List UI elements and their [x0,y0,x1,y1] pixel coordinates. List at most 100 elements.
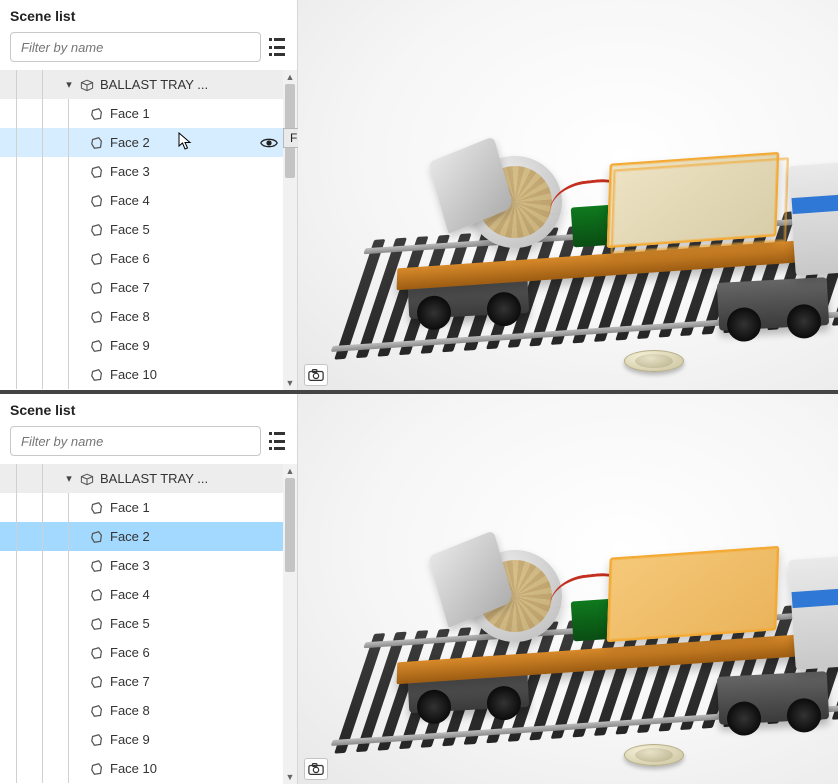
face-icon [88,501,106,515]
scroll-thumb[interactable] [285,478,295,572]
face-icon [88,194,106,208]
app-pane: Scene list ▾ BALLAST TRAY ... Face 1 Face 2 F… [0,394,838,784]
scroll-down-icon[interactable]: ▼ [283,376,297,390]
detail-list-icon[interactable] [269,38,287,56]
face-icon [88,733,106,747]
bogie-right [717,671,829,725]
tree-face-label: Face 8 [110,309,150,324]
tree-face-label: Face 10 [110,367,157,382]
filter-row [0,28,297,70]
screenshot-button[interactable] [304,758,328,780]
tree-face-row[interactable]: Face 2 [0,522,297,551]
face-icon [88,588,106,602]
mouse-cursor-icon [178,132,192,150]
chevron-down-icon[interactable]: ▾ [62,472,76,485]
face-icon [88,310,106,324]
face-icon [88,617,106,631]
tree-face-row[interactable]: Face 1 [0,99,297,128]
part-icon [78,472,96,486]
adjacent-car-stripe [792,194,838,214]
tree-face-row[interactable]: Face 3 [0,157,297,186]
tree-parent-row[interactable]: ▾ BALLAST TRAY ... [0,70,297,99]
tree-face-row[interactable]: Face 5 [0,609,297,638]
ballast-tray[interactable] [607,152,780,248]
adjacent-car-stripe [792,588,838,608]
tree-face-label: Face 5 [110,616,150,631]
filter-input[interactable] [10,426,261,456]
tree-face-label: Face 6 [110,251,150,266]
face-icon [88,675,106,689]
part-icon [78,78,96,92]
scroll-up-icon[interactable]: ▲ [283,464,297,478]
tree-face-row[interactable]: Face 4 [0,580,297,609]
scale-coin [624,744,684,766]
tree-face-label: Face 3 [110,558,150,573]
tree-face-row[interactable]: Face 5 [0,215,297,244]
tree-face-label: Face 9 [110,732,150,747]
face-icon [88,281,106,295]
face-icon [88,252,106,266]
face-icon [88,165,106,179]
tree-parent-label: BALLAST TRAY ... [100,77,208,92]
tree-face-label: Face 5 [110,222,150,237]
tree-face-row[interactable]: Face 7 [0,667,297,696]
filter-input[interactable] [10,32,261,62]
face-icon [88,704,106,718]
tree-scroll[interactable]: ▾ BALLAST TRAY ... Face 1 Face 2 Face 3 Face … [0,70,297,390]
scroll-up-icon[interactable]: ▲ [283,70,297,84]
sidebar-title: Scene list [0,0,297,28]
tree-face-label: Face 7 [110,674,150,689]
tree-scrollbar[interactable]: ▲▼ [283,70,297,390]
tree-scrollbar[interactable]: ▲▼ [283,464,297,784]
visibility-eye-icon[interactable] [259,136,279,150]
scene-sidebar: Scene list ▾ BALLAST TRAY ... Face 1 Face 2 F… [0,394,298,784]
tree-face-label: Face 3 [110,164,150,179]
screenshot-button[interactable] [304,364,328,386]
face-icon [88,559,106,573]
tree-face-label: Face 2 [110,135,150,150]
scroll-down-icon[interactable]: ▼ [283,770,297,784]
ballast-tray[interactable] [607,546,780,642]
viewport-3d[interactable] [298,0,838,390]
adjacent-car [788,162,838,276]
face-icon [88,530,106,544]
tree-face-row[interactable]: Face 3 [0,551,297,580]
tree-face-row[interactable]: Face 8 [0,696,297,725]
tree-face-row[interactable]: Face 4 [0,186,297,215]
tree-face-row[interactable]: Face 7 [0,273,297,302]
sidebar-title: Scene list [0,394,297,422]
viewport-3d[interactable] [298,394,838,784]
tree-parent-row[interactable]: ▾ BALLAST TRAY ... [0,464,297,493]
scene-sidebar: Scene list ▾ BALLAST TRAY ... Face 1 Face 2 F… [0,0,298,390]
tree-face-label: Face 4 [110,587,150,602]
tree-face-row[interactable]: Face 6 [0,638,297,667]
tree-face-row[interactable]: Face 9 [0,331,297,360]
tree-face-label: Face 1 [110,500,150,515]
face-icon [88,646,106,660]
tree-face-row[interactable]: Face 9 [0,725,297,754]
tree-face-label: Face 9 [110,338,150,353]
tree-face-row[interactable]: Face 10 [0,360,297,389]
tree-face-row[interactable]: Face 6 [0,244,297,273]
app-pane: Scene list ▾ BALLAST TRAY ... Face 1 Face 2 F… [0,0,838,390]
bogie-right [717,277,829,331]
tree-face-row[interactable]: Face 8 [0,302,297,331]
chevron-down-icon[interactable]: ▾ [62,78,76,91]
tree-face-label: Face 1 [110,106,150,121]
detail-list-icon[interactable] [269,432,287,450]
tree-face-row[interactable]: Face 2 [0,128,297,157]
tree-scroll[interactable]: ▾ BALLAST TRAY ... Face 1 Face 2 Face 3 Face … [0,464,297,784]
face-icon [88,107,106,121]
tree-container: ▾ BALLAST TRAY ... Face 1 Face 2 Face 3 Face … [0,70,297,390]
scene-3d [298,394,838,784]
tree-face-row[interactable]: Face 1 [0,493,297,522]
face-icon [88,762,106,776]
tree-parent-label: BALLAST TRAY ... [100,471,208,486]
tree-face-label: Face 8 [110,703,150,718]
filter-row [0,422,297,464]
adjacent-car [788,556,838,670]
scale-coin [624,350,684,372]
tree-face-row[interactable]: Face 10 [0,754,297,783]
scroll-thumb[interactable] [285,84,295,178]
face-icon [88,136,106,150]
